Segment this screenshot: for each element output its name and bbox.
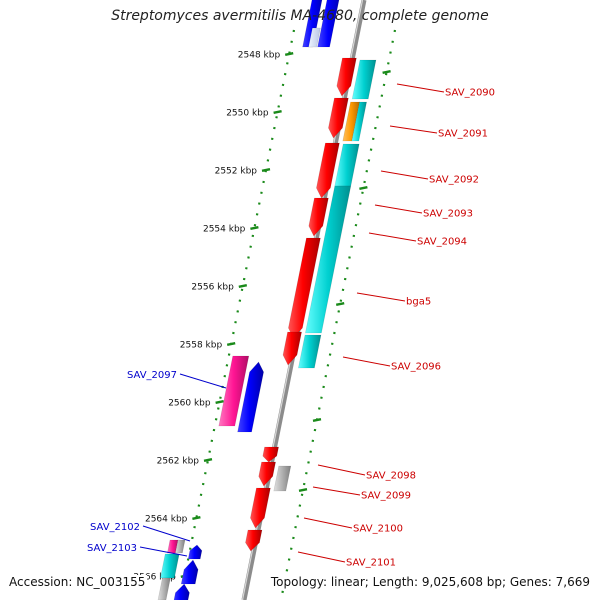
label-leader-line [368,232,417,242]
scale-tick-label: 2554 kbp [203,225,246,235]
gene-label[interactable]: SAV_2100 [353,524,403,535]
cds-feature[interactable] [351,59,377,100]
gene-label[interactable]: bga5 [406,297,431,308]
gene-label[interactable]: SAV_2093 [423,209,473,220]
gene-label[interactable]: SAV_2094 [417,237,467,248]
reverse-gene-feature[interactable] [336,57,357,97]
reverse-gene-feature[interactable] [245,529,263,552]
gene-label[interactable]: SAV_2099 [361,491,411,502]
gene-label[interactable]: SAV_2090 [445,88,495,99]
reverse-gene-feature[interactable] [262,446,279,463]
gene-label[interactable]: SAV_2091 [438,129,488,140]
gene-label[interactable]: SAV_2101 [346,558,396,569]
forward-gene-feature[interactable] [302,0,324,48]
scale-tick-label: 2550 kbp [226,109,269,119]
scale-tick-label: 2548 kbp [238,51,281,61]
scale-ticks: 2548 kbp 2550 kbp 2552 kbp 2554 kbp 2556 kbp… [133,51,391,583]
light-gene-feature[interactable] [308,27,321,48]
feature-guide-line [279,29,397,601]
dotted-guide-lines [178,29,397,601]
scale-tick [226,341,236,347]
scale-tick [238,283,248,289]
label-leader-line [342,356,391,367]
genome-title: Streptomyces avermitilis MA-4680, comple… [111,8,489,24]
scale-tick [273,109,282,115]
cds-feature[interactable] [160,553,180,579]
cds-feature[interactable] [351,101,367,142]
guide-tick [298,487,308,493]
forward-gene-feature[interactable] [172,583,190,604]
label-leader-line [380,170,429,180]
reverse-gene-feature[interactable] [328,97,349,139]
reverse-gene-feature[interactable] [258,461,276,487]
gene-label[interactable]: SAV_2096 [391,362,441,373]
label-leader-line [312,486,361,496]
scale-tick [284,51,294,57]
genome-summary-text: Topology: linear; Length: 9,025,608 bp; … [268,575,590,589]
forward-gene-feature[interactable] [180,559,199,585]
label-leader-line [396,83,445,93]
scale-tick [192,515,201,521]
gene-label[interactable]: SAV_2097 [127,370,177,381]
scale-tick-label: 2558 kbp [180,341,223,351]
label-leader-line [139,546,188,557]
gene-label[interactable]: SAV_2103 [87,543,137,554]
label-leader-line [356,292,406,302]
label-leader-line [297,551,346,563]
scale-tick-label: 2560 kbp [168,399,211,409]
scale-tick [250,225,259,231]
reverse-gene-feature[interactable] [282,331,302,366]
label-leader-line [374,204,423,214]
cds-feature[interactable] [305,185,352,334]
label-leader-line [317,464,366,476]
reverse-gene-feature[interactable] [316,142,340,199]
scale-tick-label: 2552 kbp [215,167,258,177]
forward-gene-feature[interactable] [187,544,203,560]
forward-gene-feature[interactable] [317,0,341,48]
reverse-gene-feature[interactable] [250,487,271,529]
accession-text: Accession: NC_003155 [9,575,148,589]
gene-features[interactable] [157,0,377,604]
cds-feature[interactable] [334,143,360,187]
highlight-gene-feature[interactable] [218,355,250,427]
label-leader-line [389,125,438,134]
scale-tick-label: 2556 kbp [191,283,234,293]
gene-label[interactable]: SAV_2102 [90,522,140,533]
label-leader-line [179,373,227,389]
forward-gene-feature[interactable] [237,361,264,433]
cds-feature[interactable] [298,334,322,369]
scale-tick [261,167,271,173]
scale-tick [203,457,213,463]
gray-feature[interactable] [273,465,292,492]
scale-tick-label: 2566 kbp [133,573,176,583]
gray-feature[interactable] [175,539,186,554]
gene-label[interactable]: SAV_2098 [366,471,416,482]
reverse-gene-feature[interactable] [308,197,329,237]
guide-tick [359,185,368,191]
gene-label[interactable]: SAV_2092 [429,175,479,186]
label-leader-line [303,517,353,529]
scale-guide-line [178,29,296,601]
gene-labels[interactable]: SAV_2090 SAV_2091 SAV_2092 SAV_2093 SAV_2094… [87,88,495,569]
guide-tick [335,301,345,307]
scale-tick-label: 2562 kbp [157,457,200,467]
scale-tick [215,399,224,405]
label-leader-lines [139,83,445,563]
guide-tick [312,417,322,423]
guide-tick [382,69,391,75]
scale-tick-label: 2564 kbp [145,515,188,525]
label-leader-line [142,525,191,542]
